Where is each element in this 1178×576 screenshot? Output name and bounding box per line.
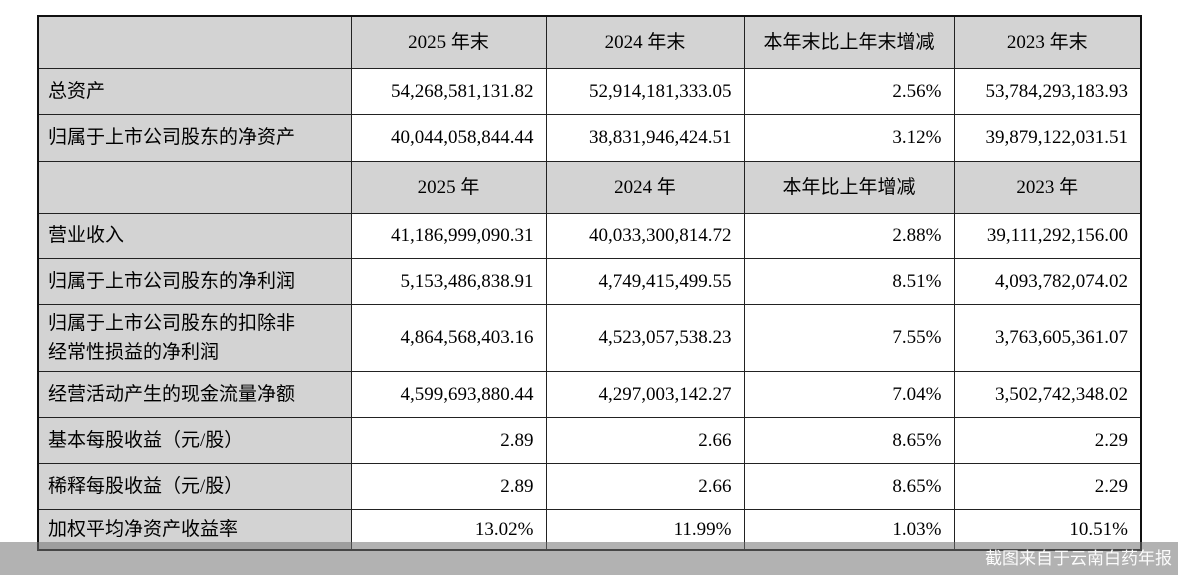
table-row: 归属于上市公司股东的扣除非经常性损益的净利润 4,864,568,403.16 4,…	[37, 303, 1142, 372]
table-row: 经营活动产生的现金流量净额 4,599,693,880.44 4,297,003,1…	[37, 370, 1142, 418]
column-header-cell: 2023 年末	[953, 15, 1142, 69]
value-cell: 40,044,058,844.44	[350, 113, 547, 162]
value-cell: 2.89	[350, 462, 547, 510]
table-row: 总资产 54,268,581,131.82 52,914,181,333.05 2.5…	[37, 67, 1142, 115]
row-label-cell: 营业收入	[37, 212, 352, 259]
row-label-cell: 归属于上市公司股东的扣除非经常性损益的净利润	[37, 303, 352, 372]
header-corner-cell	[37, 15, 352, 69]
value-cell: 53,784,293,183.93	[953, 67, 1142, 115]
value-cell: 4,523,057,538.23	[545, 303, 745, 372]
value-cell: 2.89	[350, 416, 547, 464]
row-label-cell: 稀释每股收益（元/股）	[37, 462, 352, 510]
value-cell: 2.88%	[743, 212, 955, 259]
value-cell: 2.66	[545, 462, 745, 510]
column-header-cell: 2025 年末	[350, 15, 547, 69]
column-header-cell: 2023 年	[953, 160, 1142, 214]
value-cell: 4,864,568,403.16	[350, 303, 547, 372]
column-header-cell: 2025 年	[350, 160, 547, 214]
value-cell: 8.65%	[743, 462, 955, 510]
financial-table-body: 2025 年末 2024 年末 本年末比上年末增减 2023 年末 总资产 54,268,…	[37, 15, 1142, 551]
column-header-cell: 2024 年末	[545, 15, 745, 69]
value-cell: 2.66	[545, 416, 745, 464]
value-cell: 4,093,782,074.02	[953, 257, 1142, 305]
column-header-cell: 本年比上年增减	[743, 160, 955, 214]
row-label-cell: 经营活动产生的现金流量净额	[37, 370, 352, 418]
value-cell: 2.29	[953, 462, 1142, 510]
watermark-bar: 截图来自于云南白药年报	[0, 542, 1178, 575]
header-corner-cell	[37, 160, 352, 214]
row-label-cell: 归属于上市公司股东的净资产	[37, 113, 352, 162]
value-cell: 4,599,693,880.44	[350, 370, 547, 418]
value-cell: 40,033,300,814.72	[545, 212, 745, 259]
value-cell: 3,502,742,348.02	[953, 370, 1142, 418]
value-cell: 38,831,946,424.51	[545, 113, 745, 162]
row-label-cell: 基本每股收益（元/股）	[37, 416, 352, 464]
value-cell: 7.55%	[743, 303, 955, 372]
column-header-cell: 本年末比上年末增减	[743, 15, 955, 69]
value-cell: 39,879,122,031.51	[953, 113, 1142, 162]
value-cell: 4,749,415,499.55	[545, 257, 745, 305]
table-row: 基本每股收益（元/股） 2.89 2.66 8.65% 2.29	[37, 416, 1142, 464]
value-cell: 52,914,181,333.05	[545, 67, 745, 115]
table-row: 营业收入 41,186,999,090.31 40,033,300,814.72 2.…	[37, 212, 1142, 259]
row-label-cell: 总资产	[37, 67, 352, 115]
table-row: 稀释每股收益（元/股） 2.89 2.66 8.65% 2.29	[37, 462, 1142, 510]
value-cell: 2.56%	[743, 67, 955, 115]
header-row: 2025 年末 2024 年末 本年末比上年末增减 2023 年末	[37, 15, 1142, 69]
value-cell: 8.65%	[743, 416, 955, 464]
value-cell: 41,186,999,090.31	[350, 212, 547, 259]
value-cell: 39,111,292,156.00	[953, 212, 1142, 259]
financial-table: 2025 年末 2024 年末 本年末比上年末增减 2023 年末 总资产 54,268,…	[37, 15, 1142, 551]
watermark-text: 截图来自于云南白药年报	[985, 549, 1172, 568]
table-row: 归属于上市公司股东的净利润 5,153,486,838.91 4,749,415,4…	[37, 257, 1142, 305]
value-cell: 54,268,581,131.82	[350, 67, 547, 115]
value-cell: 8.51%	[743, 257, 955, 305]
value-cell: 3.12%	[743, 113, 955, 162]
value-cell: 2.29	[953, 416, 1142, 464]
row-label-cell: 归属于上市公司股东的净利润	[37, 257, 352, 305]
table-row: 归属于上市公司股东的净资产 40,044,058,844.44 38,831,946…	[37, 113, 1142, 162]
value-cell: 7.04%	[743, 370, 955, 418]
header-row: 2025 年 2024 年本年比上年增减 2023 年	[37, 160, 1142, 214]
value-cell: 4,297,003,142.27	[545, 370, 745, 418]
value-cell: 3,763,605,361.07	[953, 303, 1142, 372]
column-header-cell: 2024 年	[545, 160, 745, 214]
value-cell: 5,153,486,838.91	[350, 257, 547, 305]
